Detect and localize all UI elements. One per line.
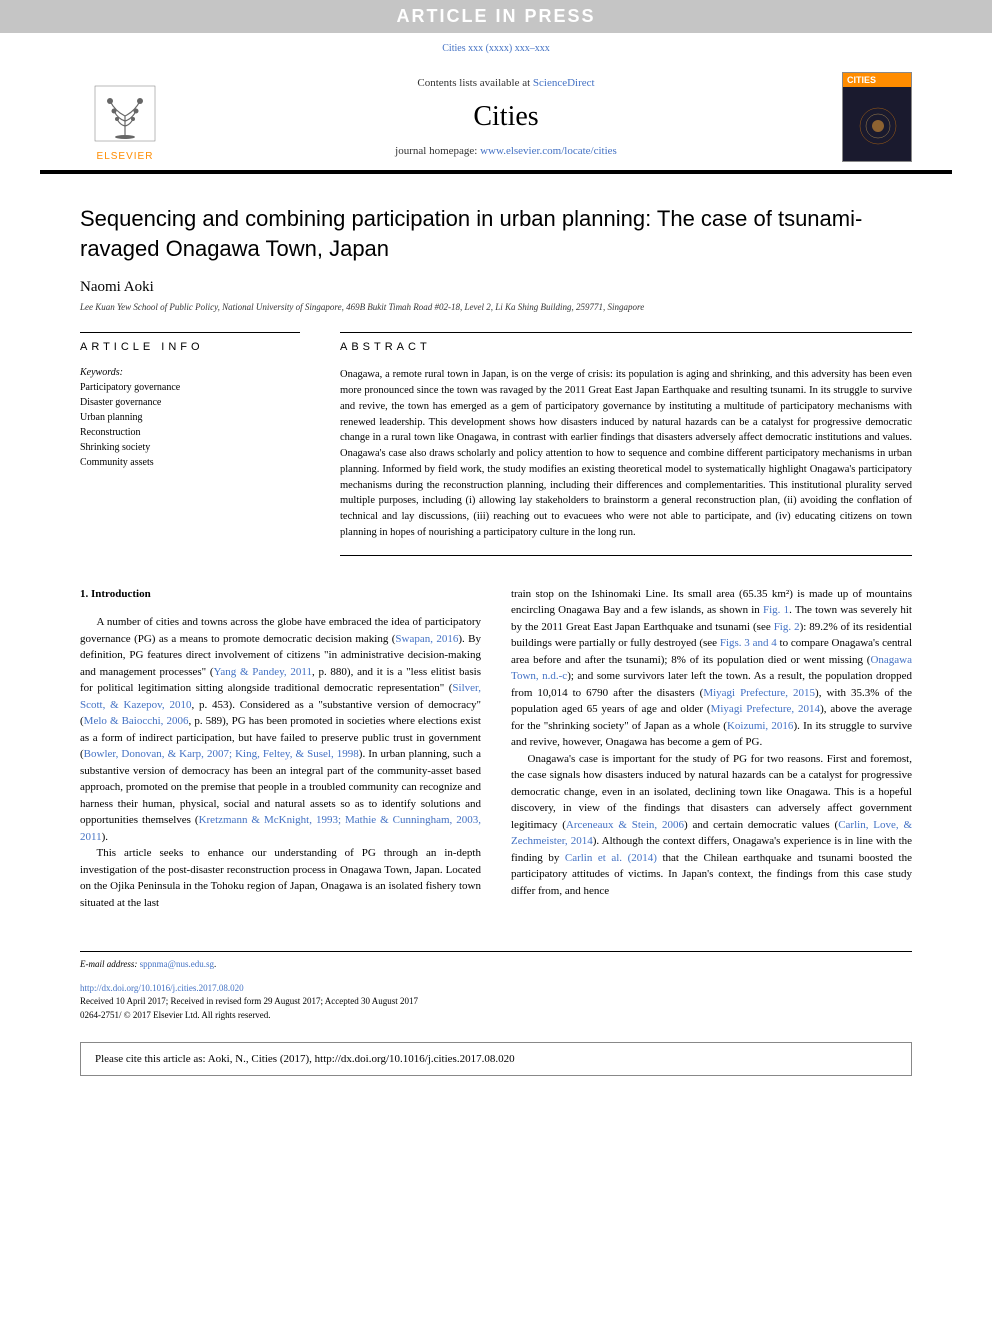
- contents-prefix: Contents lists available at: [417, 77, 532, 89]
- journal-name: Cities: [170, 101, 842, 133]
- journal-cover-thumbnail: CITIES: [842, 72, 912, 162]
- please-cite-box: Please cite this article as: Aoki, N., C…: [80, 1042, 912, 1076]
- homepage-link[interactable]: www.elsevier.com/locate/cities: [480, 145, 617, 157]
- citation-link[interactable]: Arceneaux & Stein, 2006: [566, 819, 684, 831]
- sciencedirect-link[interactable]: ScienceDirect: [533, 77, 595, 89]
- journal-header: ELSEVIER Contents lists available at Sci…: [40, 64, 952, 174]
- citation-link[interactable]: Cities xxx (xxxx) xxx–xxx: [442, 43, 550, 54]
- article-body: Sequencing and combining participation i…: [0, 174, 992, 931]
- keyword-item: Urban planning: [80, 410, 300, 425]
- email-line: E-mail address: sppnma@nus.edu.sg.: [80, 958, 912, 972]
- publisher-name: ELSEVIER: [97, 151, 154, 162]
- contents-available-text: Contents lists available at ScienceDirec…: [170, 77, 842, 89]
- cite-text: Please cite this article as: Aoki, N., C…: [95, 1053, 515, 1065]
- paragraph: This article seeks to enhance our unders…: [80, 845, 481, 911]
- paragraph: Onagawa's case is important for the stud…: [511, 751, 912, 900]
- article-title: Sequencing and combining participation i…: [80, 204, 912, 263]
- footer-section: E-mail address: sppnma@nus.edu.sg. http:…: [80, 951, 912, 1022]
- journal-homepage-line: journal homepage: www.elsevier.com/locat…: [170, 145, 842, 157]
- article-info-column: ARTICLE INFO Keywords: Participatory gov…: [80, 332, 300, 555]
- keywords-label: Keywords:: [80, 367, 300, 378]
- citation-link[interactable]: Yang & Pandey, 2011: [214, 666, 312, 678]
- email-suffix: .: [214, 959, 216, 969]
- citation-link[interactable]: Miyagi Prefecture, 2015: [703, 687, 815, 699]
- text-run: ) and certain democratic values (: [684, 819, 838, 831]
- citation-line: Cities xxx (xxxx) xxx–xxx: [0, 33, 992, 64]
- cover-art-icon: [843, 91, 913, 161]
- info-abstract-row: ARTICLE INFO Keywords: Participatory gov…: [80, 332, 912, 555]
- citation-link[interactable]: Bowler, Donovan, & Karp, 2007; King, Fel…: [84, 748, 359, 760]
- author-affiliation: Lee Kuan Yew School of Public Policy, Na…: [80, 302, 912, 312]
- article-info-heading: ARTICLE INFO: [80, 332, 300, 353]
- doi-line: http://dx.doi.org/10.1016/j.cities.2017.…: [80, 982, 912, 996]
- banner-text: ARTICLE IN PRESS: [396, 6, 595, 26]
- figure-link[interactable]: Fig. 1: [763, 604, 789, 616]
- article-in-press-banner: ARTICLE IN PRESS: [0, 0, 992, 33]
- journal-center: Contents lists available at ScienceDirec…: [170, 77, 842, 157]
- author-name: Naomi Aoki: [80, 279, 912, 296]
- keyword-item: Reconstruction: [80, 425, 300, 440]
- cover-title: CITIES: [843, 73, 911, 87]
- keyword-item: Participatory governance: [80, 380, 300, 395]
- keyword-item: Disaster governance: [80, 395, 300, 410]
- citation-link[interactable]: Carlin et al. (2014): [565, 852, 657, 864]
- left-column: 1. Introduction A number of cities and t…: [80, 586, 481, 912]
- citation-link[interactable]: Melo & Baiocchi, 2006: [84, 715, 189, 727]
- paragraph: A number of cities and towns across the …: [80, 614, 481, 845]
- homepage-prefix: journal homepage:: [395, 145, 480, 157]
- main-text-columns: 1. Introduction A number of cities and t…: [80, 586, 912, 912]
- figure-link[interactable]: Figs. 3 and 4: [720, 637, 777, 649]
- elsevier-tree-icon: [90, 81, 160, 151]
- doi-link[interactable]: http://dx.doi.org/10.1016/j.cities.2017.…: [80, 983, 244, 993]
- abstract-heading: ABSTRACT: [340, 332, 912, 353]
- keyword-item: Community assets: [80, 455, 300, 470]
- figure-link[interactable]: Fig. 2: [774, 621, 800, 633]
- citation-link[interactable]: Miyagi Prefecture, 2014: [711, 703, 820, 715]
- paragraph: train stop on the Ishinomaki Line. Its s…: [511, 586, 912, 751]
- email-label: E-mail address:: [80, 959, 140, 969]
- introduction-heading: 1. Introduction: [80, 586, 481, 603]
- email-link[interactable]: sppnma@nus.edu.sg: [140, 959, 214, 969]
- right-column: train stop on the Ishinomaki Line. Its s…: [511, 586, 912, 912]
- citation-link[interactable]: Koizumi, 2016: [727, 720, 794, 732]
- text-run: ).: [102, 831, 108, 843]
- abstract-text: Onagawa, a remote rural town in Japan, i…: [340, 367, 912, 555]
- keyword-item: Shrinking society: [80, 440, 300, 455]
- copyright-line: 0264-2751/ © 2017 Elsevier Ltd. All righ…: [80, 1009, 912, 1023]
- abstract-column: ABSTRACT Onagawa, a remote rural town in…: [340, 332, 912, 555]
- received-line: Received 10 April 2017; Received in revi…: [80, 995, 912, 1009]
- publisher-logo: ELSEVIER: [80, 72, 170, 162]
- citation-link[interactable]: Swapan, 2016: [395, 633, 458, 645]
